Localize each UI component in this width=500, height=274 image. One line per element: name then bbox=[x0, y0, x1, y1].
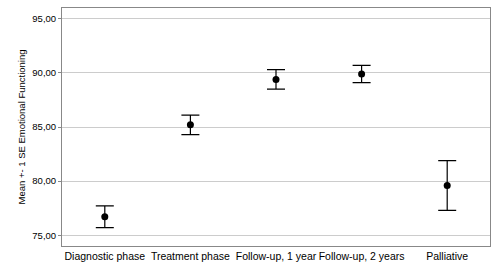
svg-text:80,00: 80,00 bbox=[32, 175, 56, 186]
svg-text:90,00: 90,00 bbox=[32, 67, 56, 78]
svg-text:Diagnostic phase: Diagnostic phase bbox=[65, 250, 146, 262]
svg-text:Mean +- 1 SE Emotional Functio: Mean +- 1 SE Emotional Functioning bbox=[16, 49, 27, 204]
svg-text:85,00: 85,00 bbox=[32, 121, 56, 132]
svg-text:75,00: 75,00 bbox=[32, 230, 56, 241]
svg-text:Treatment phase: Treatment phase bbox=[151, 250, 230, 262]
svg-text:Follow-up, 1 year: Follow-up, 1 year bbox=[236, 250, 317, 262]
svg-text:Follow-up, 2 years: Follow-up, 2 years bbox=[319, 250, 405, 262]
svg-text:95,00: 95,00 bbox=[32, 13, 56, 24]
svg-text:Palliative: Palliative bbox=[426, 250, 468, 262]
